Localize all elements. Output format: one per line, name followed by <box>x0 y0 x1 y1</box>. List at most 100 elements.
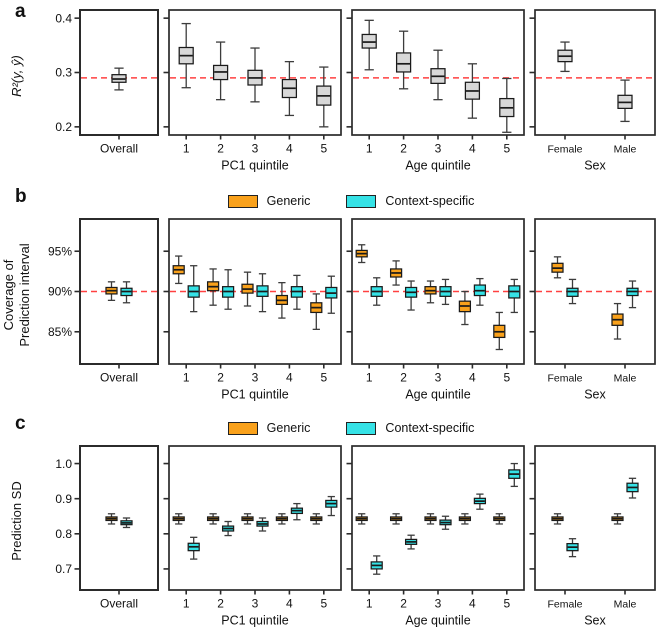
panel-a-chart-row: R²(y, ŷ) 0.4 0.3 0.2 Overall 1 2 3 4 5 PC1 quintil… <box>0 6 658 179</box>
boxplot-context-specific-female <box>566 278 579 305</box>
panel-c-letter: c <box>15 413 26 434</box>
boxplot-generic-4 <box>275 513 289 525</box>
boxplot-generic-4 <box>458 513 472 525</box>
category-label: Overall <box>100 142 138 156</box>
subpanel-b-overall: 95% 90% 85% Overall <box>48 218 159 385</box>
legend-swatch-context-specific <box>346 421 377 435</box>
boxplot-context-specific-female <box>566 538 579 558</box>
boxplot-box-4 <box>281 60 298 117</box>
x-axis-title: Sex <box>584 388 606 402</box>
boxplot-generic-5 <box>493 513 506 525</box>
subpanel-c-age-quintile: 1 2 3 4 5 Age quintile <box>346 445 525 628</box>
category-label: 3 <box>435 371 442 385</box>
legend-label: Context-specific <box>385 194 475 208</box>
category-label: Female <box>547 144 582 156</box>
boxplot-generic-male <box>611 302 624 340</box>
panel-frame <box>534 9 656 136</box>
boxplot-box-1 <box>361 19 377 71</box>
category-label: Male <box>614 373 637 385</box>
boxplot-generic-1 <box>355 513 368 525</box>
boxplot-generic-overall <box>105 281 118 302</box>
category-label: 1 <box>183 371 190 385</box>
boxplot-box-2 <box>395 30 412 90</box>
legend-item-generic: Generic <box>227 194 311 208</box>
category-label: Overall <box>100 597 138 611</box>
category-label: 2 <box>217 142 224 156</box>
category-label: 1 <box>366 142 373 156</box>
boxplot-generic-1 <box>172 255 185 285</box>
category-label: 1 <box>183 597 190 611</box>
panel-c: c Generic Context-specific Prediction SD 1… <box>0 414 658 634</box>
boxplot-generic-3 <box>424 513 437 525</box>
panel-a: a R²(y, ŷ) 0.4 0.3 0.2 Overall 1 2 3 4 5 PC1 quint… <box>0 2 658 179</box>
panel-frame <box>534 218 656 365</box>
category-label: 5 <box>503 597 510 611</box>
y-tick-label: 85% <box>48 325 72 339</box>
boxplot-context-specific-4 <box>290 502 304 521</box>
boxplot-generic-5 <box>310 293 323 331</box>
y-tick-label: 0.3 <box>55 66 72 80</box>
panel-b-legend: Generic Context-specific <box>44 191 658 211</box>
y-tick-label: 0.9 <box>55 492 72 506</box>
boxplot-context-specific-5 <box>508 278 521 314</box>
category-label: 4 <box>286 597 293 611</box>
x-axis-title: Sex <box>584 614 606 628</box>
category-label: 3 <box>435 142 442 156</box>
y-tick-label: 90% <box>48 285 72 299</box>
category-label: Overall <box>100 371 138 385</box>
boxplot-generic-2 <box>206 513 220 525</box>
boxplot-context-specific-1 <box>187 536 200 560</box>
legend-swatch-generic <box>227 194 258 208</box>
boxplot-generic-3 <box>241 513 254 525</box>
panel-frame <box>168 9 342 136</box>
x-axis-title: PC1 quintile <box>221 614 288 628</box>
category-label: 3 <box>435 597 442 611</box>
boxplot-box-male <box>617 79 633 123</box>
y-axis-label: R²(y, ŷ) <box>8 54 24 97</box>
panel-b: b Generic Context-specific Coverage of Pr… <box>0 187 658 408</box>
category-label: 1 <box>183 142 190 156</box>
boxplot-context-specific-4 <box>473 277 487 306</box>
subpanel-b-sex: Female Male Sex <box>529 218 656 402</box>
boxplot-generic-2 <box>389 513 403 525</box>
legend-swatch-generic <box>227 421 258 435</box>
legend-label: Context-specific <box>385 421 475 435</box>
panel-frame <box>79 445 159 591</box>
boxplot-context-specific-2 <box>404 534 418 550</box>
x-axis-title: PC1 quintile <box>221 159 288 173</box>
category-label: 4 <box>469 597 476 611</box>
panel-frame <box>351 445 525 591</box>
x-axis-title: Sex <box>584 159 606 173</box>
category-label: 5 <box>320 142 327 156</box>
boxplot-context-specific-5 <box>325 495 338 517</box>
legend-label: Generic <box>266 421 311 435</box>
category-label: 3 <box>252 142 259 156</box>
boxplot-context-specific-3 <box>439 278 452 306</box>
subpanel-c-overall: 1.0 0.9 0.8 0.7 Overall <box>55 445 159 611</box>
category-label: 3 <box>252 371 259 385</box>
subpanel-a-overall: 0.4 0.3 0.2 Overall <box>55 9 159 156</box>
boxplot-generic-female <box>551 513 564 525</box>
y-tick-label: 0.2 <box>55 120 72 134</box>
category-label: 4 <box>286 371 293 385</box>
subpanel-a-age-quintile: 1 2 3 4 5 Age quintile <box>346 9 525 173</box>
panel-frame <box>79 218 159 365</box>
category-label: 3 <box>252 597 259 611</box>
panel-b-chart-row: Coverage of Prediction interval 95% 90% 85%… <box>0 215 658 408</box>
boxplot-context-specific-2 <box>404 280 418 311</box>
category-label: 5 <box>503 371 510 385</box>
boxplot-context-specific-4 <box>290 274 304 310</box>
category-label: 4 <box>469 371 476 385</box>
category-label: 2 <box>217 597 224 611</box>
panel-frame <box>79 9 159 136</box>
x-axis-title: Age quintile <box>405 388 470 402</box>
boxplot-generic-1 <box>172 513 185 525</box>
boxplot-generic-female <box>551 256 564 279</box>
boxplot-box-female <box>557 41 573 73</box>
legend-label: Generic <box>266 194 311 208</box>
boxplot-generic-3 <box>241 271 254 307</box>
category-label: 1 <box>366 597 373 611</box>
panel-c-legend: Generic Context-specific <box>44 418 658 438</box>
panel-c-chart-row: Prediction SD 1.0 0.9 0.8 0.7 Overall 1 2 3 4 5 PC1… <box>0 442 658 634</box>
